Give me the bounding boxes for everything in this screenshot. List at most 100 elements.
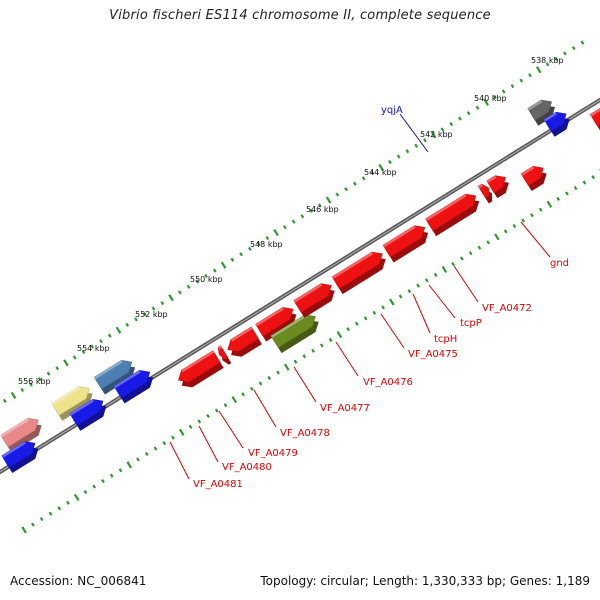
outer-ruler-tick: [177, 290, 182, 295]
inner-ruler-tick: [206, 413, 210, 419]
outer-ruler-tick: [168, 294, 174, 302]
outer-ruler-tick: [325, 196, 332, 204]
olive-gene-arrow[interactable]: [270, 314, 319, 354]
inner-ruler-tick: [521, 218, 526, 223]
red-gene-arrow[interactable]: [293, 283, 335, 318]
gene-label-vf-a0475[interactable]: VF_A0475: [380, 313, 458, 360]
leader-line: [380, 313, 405, 349]
gene-label-text[interactable]: VF_A0472: [482, 303, 532, 314]
red-gene-arrow[interactable]: [425, 193, 480, 237]
grey-gene-arrow[interactable]: [527, 99, 555, 126]
gene-highlight: [94, 360, 123, 380]
gene-label-tcpp[interactable]: tcpP: [428, 284, 482, 329]
outer-ruler-tick: [291, 219, 296, 224]
gene-highlight: [425, 194, 467, 221]
outer-ruler-tick: [2, 398, 7, 403]
gene-highlight: [69, 399, 94, 416]
outer-ruler-tick: [151, 306, 156, 311]
inner-ruler-tick: [433, 272, 438, 277]
outer-ruler-tick: [483, 98, 489, 106]
gene-label-vf-a0477[interactable]: VF_A0477: [293, 366, 370, 414]
inner-ruler-tick: [319, 343, 324, 348]
gene-label-text[interactable]: VF_A0480: [222, 462, 272, 473]
leader-line: [453, 265, 479, 303]
gene-label-text[interactable]: VF_A0481: [193, 479, 243, 490]
blue-gene-arrow[interactable]: [113, 370, 154, 404]
gene-highlight: [521, 166, 535, 176]
gene-features[interactable]: [0, 5, 600, 473]
leader-line: [399, 113, 429, 153]
gene-label-tcph[interactable]: tcpH: [412, 293, 457, 345]
red-gene-arrow[interactable]: [382, 225, 429, 263]
gene-label-text[interactable]: VF_A0476: [363, 377, 413, 388]
gene-label-text[interactable]: VF_A0477: [320, 403, 370, 414]
leader-line: [218, 410, 244, 449]
red-gene-arrow[interactable]: [178, 350, 224, 388]
gene-label-text[interactable]: yqjA: [381, 105, 403, 116]
outer-ruler-tick: [466, 111, 471, 116]
outer-ruler-tick: [571, 45, 576, 51]
outer-ruler-tick: [519, 78, 524, 83]
gene-label-text[interactable]: VF_A0478: [280, 428, 330, 439]
outer-ruler-tick: [186, 284, 191, 289]
gene-label-text[interactable]: VF_A0479: [248, 448, 298, 459]
red-gene-arrow[interactable]: [520, 166, 547, 191]
blue-gene-arrow[interactable]: [543, 111, 570, 137]
red-gene-arrow[interactable]: [477, 183, 493, 204]
red-gene-arrow[interactable]: [589, 92, 600, 131]
inner-ruler-tick: [136, 457, 140, 462]
outer-ruler-tick: [458, 116, 462, 121]
inner-ruler-tick: [503, 229, 508, 234]
gene-label-gnd[interactable]: gnd: [520, 221, 569, 269]
red-gene-arrow[interactable]: [486, 175, 509, 199]
outer-ruler-tick: [440, 127, 445, 132]
red-gene-arrow[interactable]: [227, 326, 262, 357]
gene-label-text[interactable]: VF_A0475: [408, 349, 458, 360]
gene-label-vf-a0478[interactable]: VF_A0478: [253, 389, 330, 439]
gene-label-vf-a0479[interactable]: VF_A0479: [218, 410, 298, 459]
red-gene-arrow[interactable]: [217, 345, 232, 365]
outer-ruler-tick: [353, 181, 357, 186]
gene-label-yqja[interactable]: yqjA: [381, 105, 429, 153]
ruler-label: 538 kbp: [531, 56, 564, 65]
gene-highlight: [230, 326, 253, 342]
khaki-gene-arrow[interactable]: [51, 386, 93, 421]
gene-highlight: [113, 370, 141, 389]
gene-highlight: [0, 418, 30, 438]
ruler-label: 544 kbp: [364, 168, 397, 177]
gene-label-text[interactable]: gnd: [550, 258, 569, 269]
outer-ruler-tick: [414, 143, 419, 148]
blue-gene-arrow[interactable]: [69, 399, 107, 431]
inner-ruler-tick: [171, 435, 175, 440]
outer-ruler-tick: [220, 261, 227, 269]
gene-label-vf-a0480[interactable]: VF_A0480: [198, 425, 272, 473]
inner-ruler-tick: [109, 473, 114, 478]
inner-ruler-tick: [153, 446, 158, 451]
inner-ruler-tick: [223, 403, 228, 408]
inner-ruler-tick: [512, 223, 517, 229]
inner-ruler-tick: [468, 251, 473, 256]
pink-gene-arrow[interactable]: [0, 417, 42, 453]
outer-ruler-tick: [20, 387, 25, 393]
red-gene-arrow[interactable]: [331, 251, 386, 295]
blue-gene-arrow[interactable]: [1, 441, 39, 473]
gene-label-text[interactable]: tcpP: [460, 318, 482, 329]
gene-label-vf-a0481[interactable]: VF_A0481: [169, 441, 243, 490]
steel-gene-arrow[interactable]: [93, 360, 136, 395]
gene-label-vf-a0472[interactable]: VF_A0472: [453, 265, 532, 314]
outer-ruler-tick: [107, 333, 112, 338]
inner-ruler-tick: [591, 175, 596, 180]
red-gene-arrow[interactable]: [255, 307, 297, 342]
ruler-label: 550 kbp: [190, 275, 223, 284]
inner-ruler-tick: [162, 441, 167, 446]
gene-label-vf-a0476[interactable]: VF_A0476: [335, 341, 413, 388]
inner-ruler-tick: [188, 424, 193, 429]
inner-ruler-tick: [582, 180, 587, 185]
gene-label-text[interactable]: tcpH: [434, 334, 457, 345]
leader-line: [253, 389, 277, 428]
gene-highlight: [543, 112, 558, 122]
inner-ruler-tick: [381, 305, 385, 310]
outer-ruler-tick: [493, 94, 497, 99]
